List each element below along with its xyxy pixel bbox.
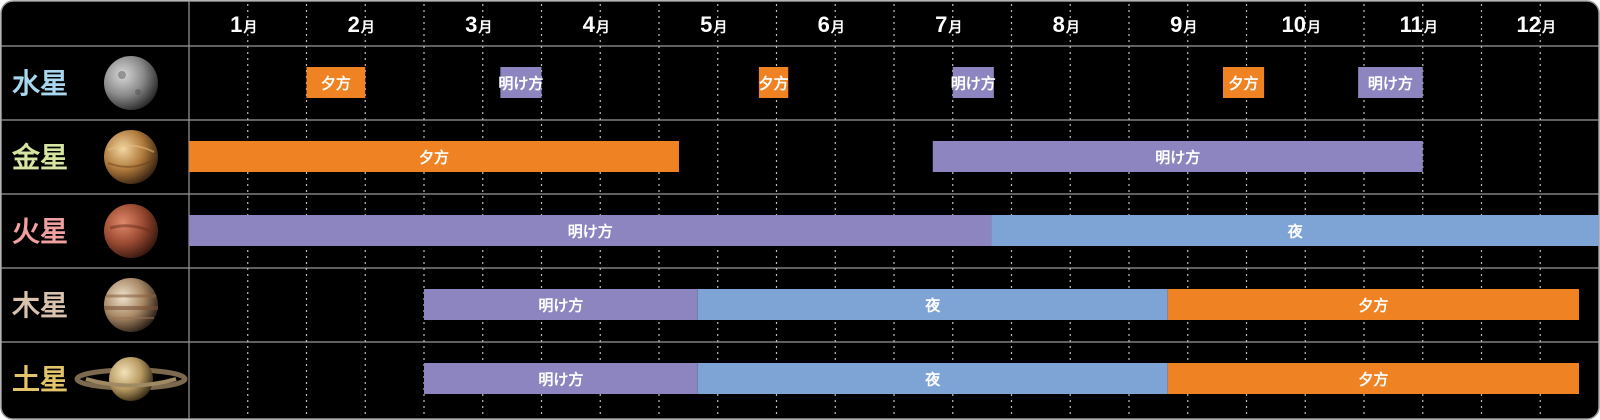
bar-label: 明け方 bbox=[951, 75, 996, 93]
planet-name: 火星 bbox=[12, 216, 68, 247]
bar bbox=[952, 67, 994, 98]
venus-icon bbox=[104, 130, 158, 184]
bar-label: 夕方 bbox=[1358, 297, 1388, 315]
bar-label: 明け方 bbox=[1368, 75, 1413, 93]
bar bbox=[424, 363, 698, 394]
bar-label: 夜 bbox=[924, 297, 941, 315]
bars bbox=[189, 67, 1599, 394]
bar-label: 明け方 bbox=[538, 297, 583, 315]
bar bbox=[424, 289, 698, 320]
bar-label: 夕方 bbox=[321, 75, 351, 93]
bar bbox=[1167, 363, 1580, 394]
bar-label: 夕方 bbox=[1358, 371, 1388, 389]
bar bbox=[991, 215, 1599, 246]
saturn-icon bbox=[74, 357, 188, 401]
bar-label: 明け方 bbox=[568, 223, 613, 241]
bar bbox=[758, 67, 789, 98]
bar bbox=[1223, 67, 1265, 98]
planet-name: 金星 bbox=[11, 141, 68, 173]
bar-label: 夕方 bbox=[419, 149, 449, 167]
planet-name: 木星 bbox=[11, 290, 68, 321]
jupiter-icon bbox=[104, 278, 158, 332]
month-label: 4月 bbox=[583, 12, 610, 37]
bar bbox=[1167, 289, 1580, 320]
bar bbox=[697, 289, 1168, 320]
bar-label: 夜 bbox=[924, 371, 941, 389]
bar-label: 明け方 bbox=[498, 75, 543, 93]
bar-label: 明け方 bbox=[538, 371, 583, 389]
bar-label: 夕方 bbox=[759, 75, 789, 93]
bar bbox=[189, 141, 679, 172]
bar bbox=[189, 215, 992, 246]
mercury-icon bbox=[104, 56, 158, 110]
bar bbox=[1358, 67, 1423, 98]
bar-label: 夕方 bbox=[1229, 75, 1259, 93]
bar-label: 夜 bbox=[1287, 223, 1304, 241]
planet-name: 水星 bbox=[12, 68, 68, 99]
labels: 1月 2月 3月 4月 5月 6月 7月 8月 9月 10月 11月 12月水星 夕方 明け方 夕方 明け方夕… bbox=[11, 12, 1556, 395]
bar bbox=[932, 141, 1423, 172]
mars-icon bbox=[104, 204, 158, 258]
bar-label: 明け方 bbox=[1155, 149, 1200, 167]
bar bbox=[500, 67, 542, 98]
bar bbox=[306, 67, 366, 98]
bar bbox=[697, 363, 1168, 394]
planet-name: 土星 bbox=[12, 364, 68, 395]
